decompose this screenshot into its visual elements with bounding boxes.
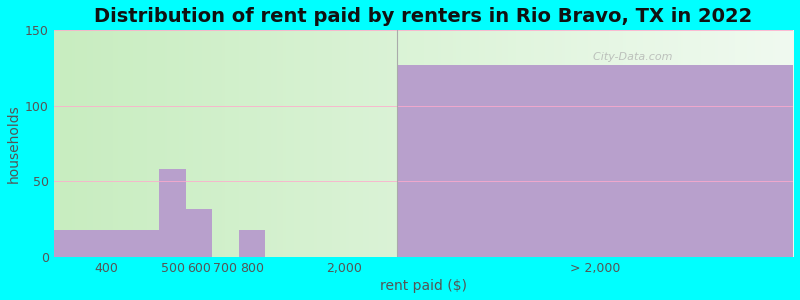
Text: City-Data.com: City-Data.com [586,52,673,62]
Y-axis label: households: households [7,104,21,183]
Bar [238,230,265,257]
Bar [186,209,212,257]
Title: Distribution of rent paid by renters in Rio Bravo, TX in 2022: Distribution of rent paid by renters in … [94,7,753,26]
Bar [54,230,159,257]
Bar [397,65,793,257]
X-axis label: rent paid ($): rent paid ($) [380,279,467,293]
Bar [159,169,186,257]
